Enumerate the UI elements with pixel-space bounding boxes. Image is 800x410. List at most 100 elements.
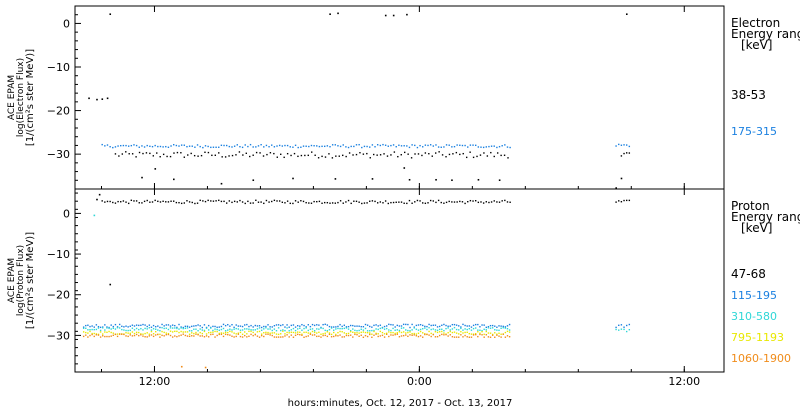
y-axis-title-line: log(Proton Flux) (16, 245, 26, 316)
data-point-175-315 (427, 144, 429, 147)
data-point-175-315 (453, 145, 456, 148)
data-point-310-580 (364, 327, 367, 330)
data-point-310-580 (212, 329, 214, 332)
data-point-795-1193 (260, 333, 263, 335)
data-point-175-315 (493, 145, 495, 147)
legend-entry-proton: 795-1193 (731, 331, 784, 344)
data-point-175-315 (138, 146, 140, 148)
data-point-795-1193 (146, 332, 148, 334)
data-point-310-580 (485, 329, 487, 331)
data-point-310-580 (318, 328, 320, 330)
data-point-1060-1900 (267, 333, 269, 335)
data-point-795-1193 (468, 332, 471, 335)
data-point-310-580 (311, 328, 314, 330)
data-point-310-580 (218, 329, 220, 331)
data-point-175-315 (186, 145, 188, 148)
data-point-1060-1900 (358, 335, 360, 337)
data-point-795-1193 (328, 332, 331, 334)
data-point-795-1193 (424, 333, 426, 335)
data-point-38-53 (204, 151, 206, 153)
data-point-310-580 (241, 329, 244, 331)
data-point-47-68 (125, 201, 127, 203)
data-point-115-195 (481, 324, 483, 326)
data-point-310-580 (182, 327, 184, 330)
data-point-1060-1900 (455, 336, 458, 338)
data-point-47-68 (623, 199, 625, 202)
data-point-795-1193 (292, 331, 295, 334)
data-point-175-315 (146, 144, 148, 147)
data-point-175-315 (620, 144, 623, 146)
data-point-795-1193 (462, 332, 464, 334)
data-point-1060-1900 (411, 334, 413, 336)
data-point-115-195 (449, 325, 451, 327)
data-point-38-53 (397, 155, 399, 158)
data-point-175-315 (398, 144, 400, 146)
data-point-38-53 (283, 156, 285, 159)
data-point-310-580 (313, 330, 316, 332)
data-point-310-580 (409, 330, 411, 332)
data-point-47-68 (180, 202, 183, 205)
data-point-175-315 (329, 145, 331, 148)
data-point-310-580 (362, 329, 365, 331)
data-point-175-315 (122, 144, 125, 147)
data-point-38-53 (623, 152, 625, 155)
data-point-47-68 (331, 202, 334, 204)
data-point-795-1193 (246, 333, 248, 335)
data-point-310-580 (222, 327, 225, 330)
data-point-38-53 (224, 156, 227, 158)
data-point-115-195 (411, 323, 413, 326)
data-point-1060-1900 (447, 335, 449, 337)
data-point-38-53 (338, 155, 340, 157)
data-point-47-68 (276, 200, 278, 202)
data-point-795-1193 (301, 333, 303, 335)
data-point-1060-1900 (154, 334, 157, 336)
data-point-795-1193 (358, 332, 360, 334)
data-point-115-195 (82, 326, 85, 328)
data-point-115-195 (241, 325, 244, 328)
data-point-795-1193 (483, 333, 485, 336)
data-point-795-1193 (460, 330, 462, 333)
data-point-38-53 (276, 156, 278, 158)
data-point-115-195 (390, 323, 392, 326)
data-point-47-68 (141, 202, 143, 204)
data-point-47-68 (202, 200, 204, 202)
data-point-175-315 (448, 144, 450, 146)
data-point-115-195 (273, 325, 276, 327)
data-point-795-1193 (91, 332, 93, 335)
data-point-175-315 (104, 145, 106, 147)
data-point-47-68 (424, 202, 427, 205)
data-point-1060-1900 (409, 334, 411, 336)
data-point-115-195 (258, 325, 261, 327)
data-point-795-1193 (110, 331, 112, 334)
data-point-310-580 (152, 328, 155, 330)
data-point-47-68 (347, 199, 350, 202)
data-point-310-580 (135, 327, 138, 330)
data-point-115-195 (474, 323, 477, 326)
data-point-38-53 (620, 155, 623, 157)
data-point-310-580 (91, 328, 93, 331)
data-point-310-580 (235, 327, 237, 330)
data-point-1060-1900 (506, 335, 509, 337)
data-point-1060-1900 (241, 336, 244, 338)
data-point-38-53 (496, 152, 499, 154)
data-point-47-68 (620, 201, 623, 203)
data-point-175-315 (125, 144, 127, 147)
data-point-795-1193 (498, 332, 500, 334)
data-point-38-53 (266, 153, 268, 156)
data-point-1060-1900 (294, 334, 297, 337)
data-point-47-68 (334, 202, 336, 204)
data-point-47-68 (411, 202, 413, 204)
data-point-115-195 (235, 324, 237, 326)
data-point-1060-1900 (280, 336, 282, 338)
data-point-47-68 (167, 201, 170, 203)
data-point-47-68 (615, 201, 617, 203)
data-point-795-1193 (330, 333, 333, 336)
data-point-310-580 (413, 327, 415, 329)
data-point-1060-1900 (229, 334, 231, 336)
data-point-47-68 (339, 200, 342, 202)
data-point-47-68 (318, 200, 321, 203)
data-point-115-195 (250, 324, 252, 327)
data-point-310-580 (333, 329, 335, 331)
data-point-38-53 (459, 153, 461, 156)
data-point-310-580 (254, 329, 257, 331)
